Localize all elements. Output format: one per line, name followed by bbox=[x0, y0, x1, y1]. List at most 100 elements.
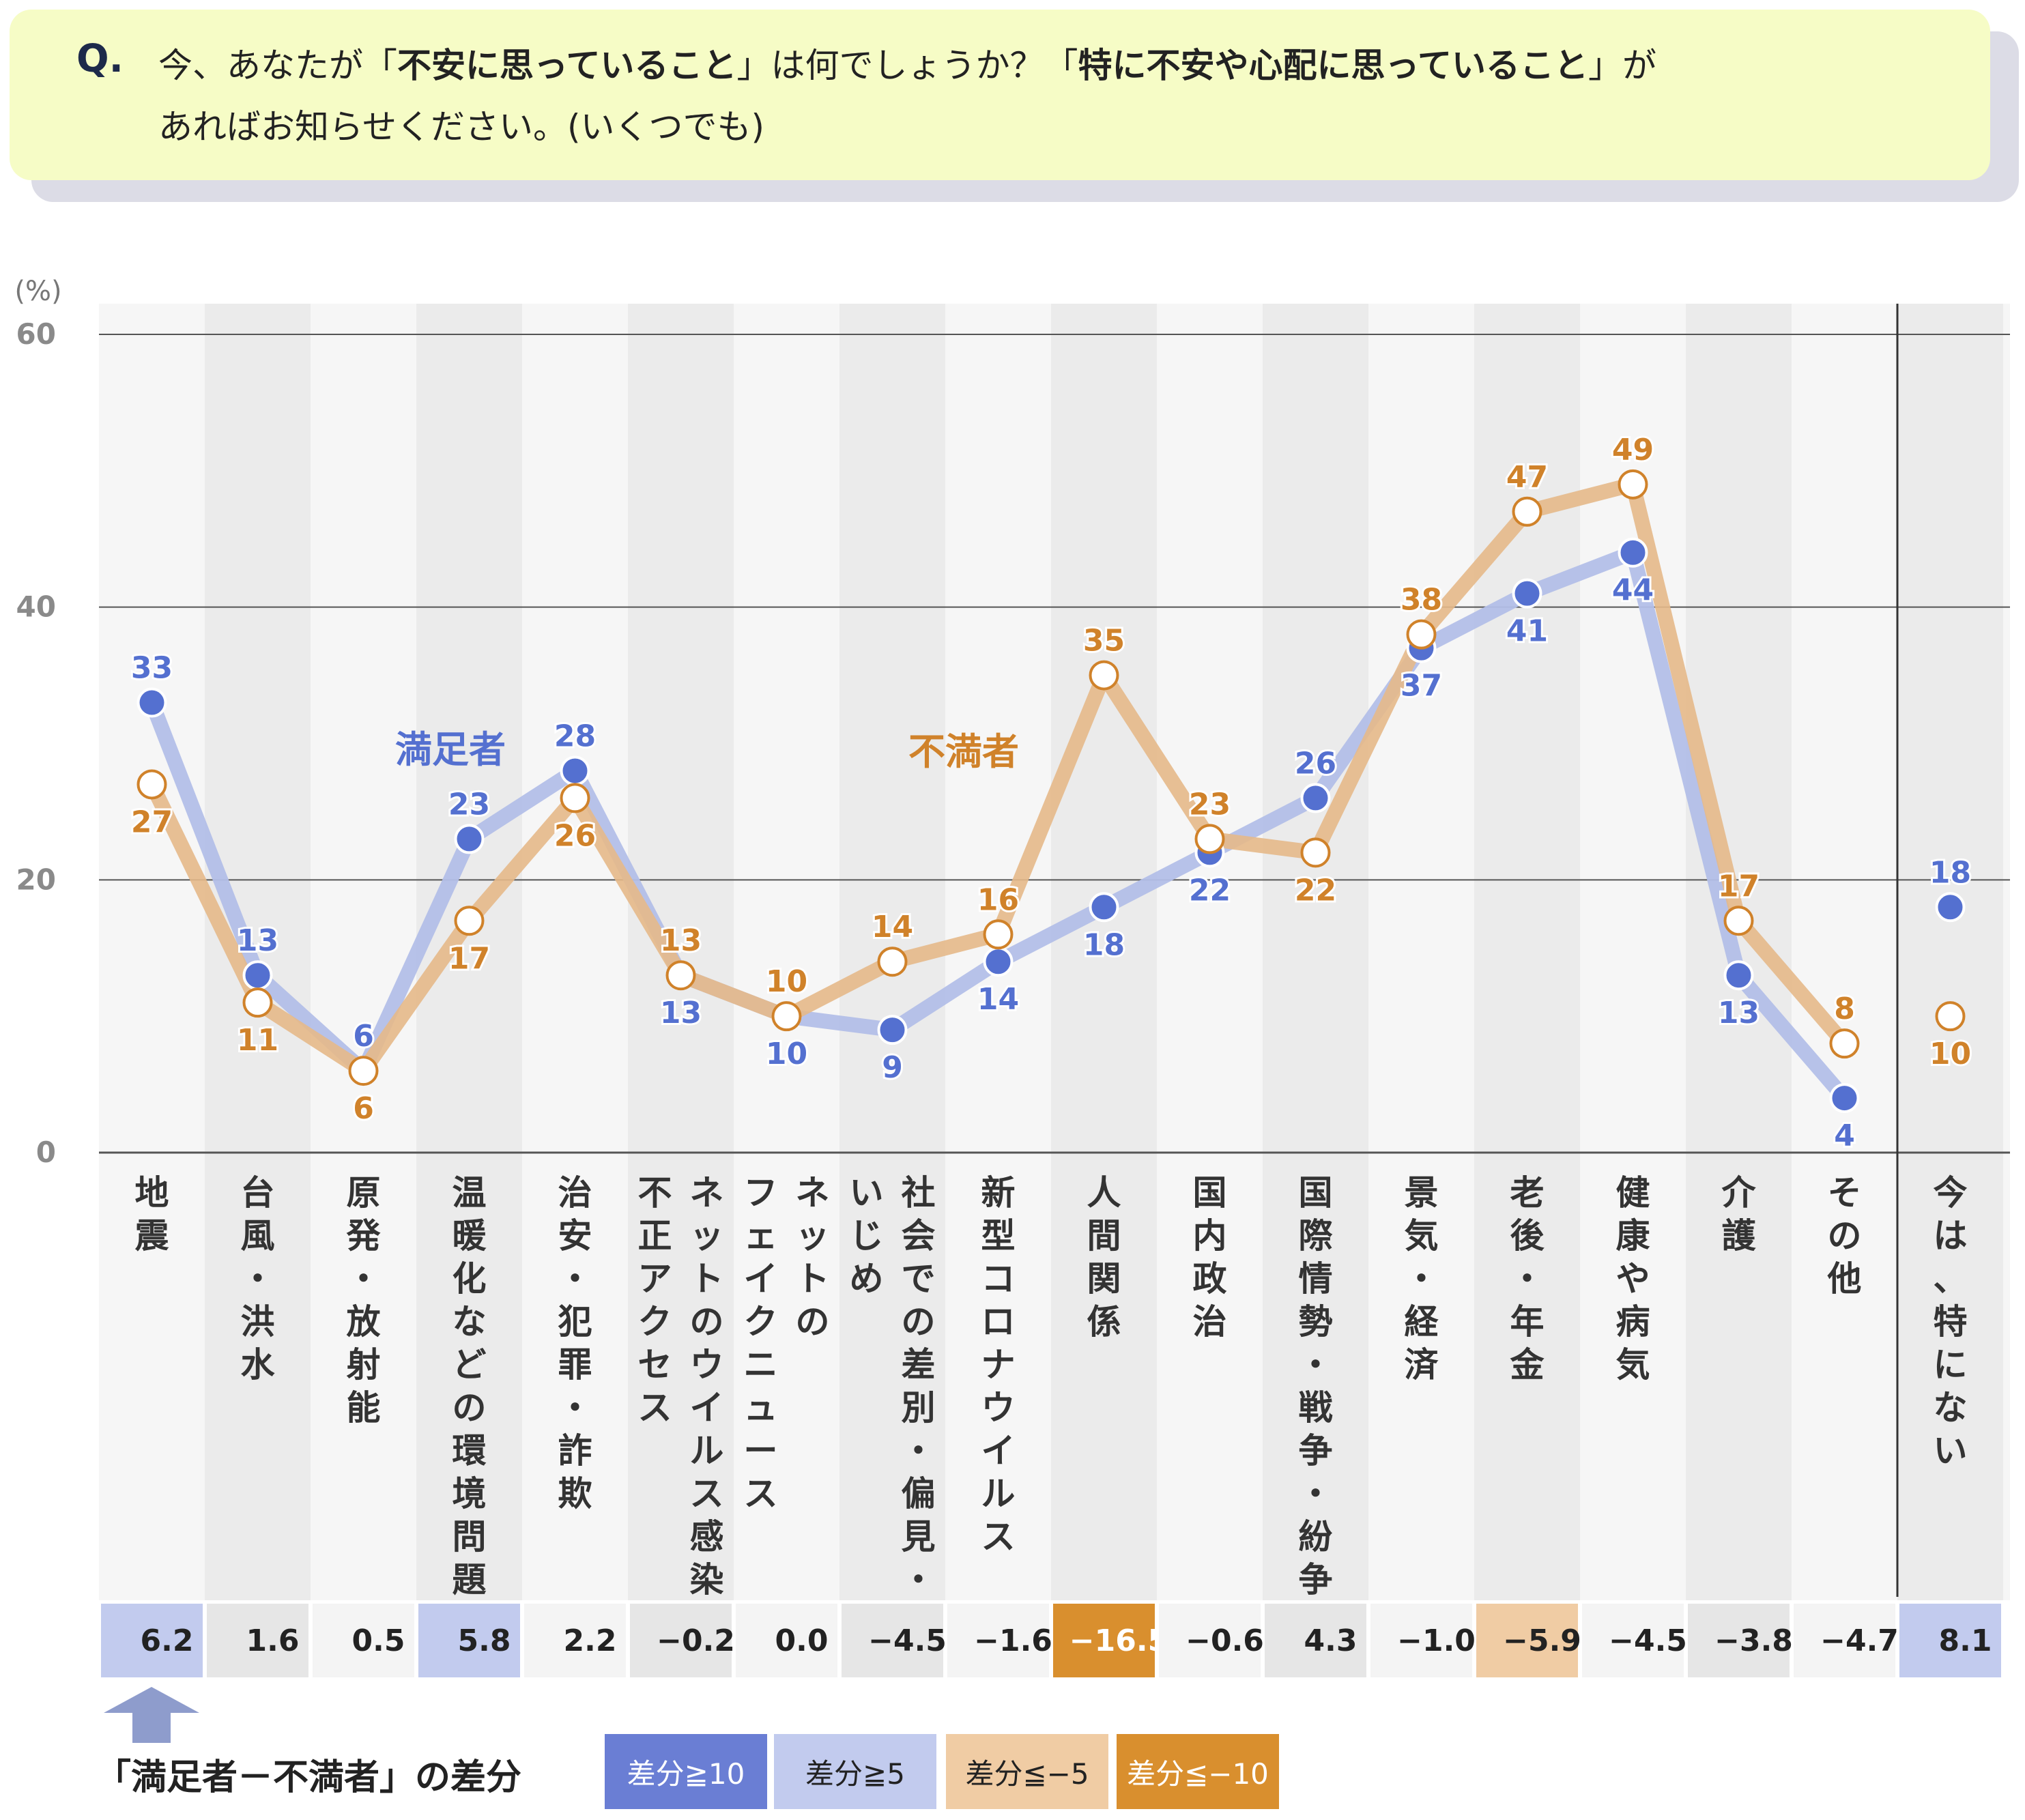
legend-key-le-5: 差分≦−5 bbox=[946, 1734, 1108, 1809]
category-label-char: の bbox=[796, 1302, 830, 1342]
category-label-char: 発 bbox=[347, 1216, 382, 1256]
category-label-char: 紛 bbox=[1299, 1517, 1333, 1557]
data-label: 37 bbox=[1401, 669, 1442, 704]
category-label-char: ・ bbox=[902, 1431, 936, 1471]
category-label-char: 台 bbox=[241, 1173, 275, 1213]
data-label: 13 bbox=[237, 923, 278, 958]
category-label-char: で bbox=[902, 1259, 936, 1299]
point-dissatisfied bbox=[560, 783, 590, 813]
category-label-char: イ bbox=[744, 1259, 778, 1299]
point-satisfied bbox=[242, 960, 273, 991]
category-label-char: 後 bbox=[1510, 1216, 1545, 1256]
category-label-char: 感 bbox=[690, 1517, 724, 1557]
category-label-char: 年 bbox=[1510, 1302, 1545, 1342]
point-dissatisfied bbox=[1300, 837, 1331, 868]
data-label: 9 bbox=[882, 1050, 903, 1085]
difference-value: 5.8 bbox=[458, 1623, 511, 1658]
category-label-char: 原 bbox=[347, 1173, 381, 1213]
category-label-char: じ bbox=[850, 1216, 884, 1256]
category-label-char: 今 bbox=[1934, 1173, 1968, 1213]
point-dissatisfied bbox=[1618, 469, 1648, 500]
category-label-char: イ bbox=[981, 1431, 1016, 1471]
category-label-char: ・ bbox=[241, 1259, 275, 1299]
category-label-char: ネ bbox=[796, 1173, 830, 1213]
data-label: 14 bbox=[872, 910, 913, 944]
difference-cell bbox=[207, 1604, 308, 1677]
column-band bbox=[1580, 304, 1686, 1600]
difference-cell bbox=[1053, 1604, 1155, 1677]
data-label: 23 bbox=[448, 787, 490, 822]
category-label-char: 病 bbox=[1616, 1302, 1650, 1342]
point-dissatisfied bbox=[348, 1056, 379, 1086]
column-band bbox=[522, 304, 628, 1600]
legend-key-le-10: 差分≦−10 bbox=[1117, 1734, 1279, 1809]
category-label-char: ス bbox=[690, 1474, 724, 1514]
column-band bbox=[1368, 304, 1474, 1600]
question-text-a: 今、あなたが「 bbox=[158, 46, 397, 85]
point-dissatisfied bbox=[877, 947, 908, 977]
point-dissatisfied bbox=[137, 769, 167, 800]
point-satisfied bbox=[1723, 960, 1754, 991]
category-label-char: ル bbox=[690, 1431, 724, 1471]
category-label-char: 老 bbox=[1510, 1173, 1545, 1213]
category-label-char: ッ bbox=[690, 1216, 724, 1256]
data-label: 4 bbox=[1834, 1118, 1855, 1153]
category-label-char: ど bbox=[453, 1345, 487, 1385]
data-label: 11 bbox=[237, 1023, 278, 1058]
category-label-char: 新 bbox=[981, 1173, 1016, 1213]
point-satisfied bbox=[877, 1015, 908, 1045]
category-label-char: 気 bbox=[1405, 1216, 1439, 1256]
data-label: 18 bbox=[1929, 855, 1971, 890]
y-tick-label: 60 bbox=[16, 317, 56, 351]
data-label: 13 bbox=[660, 996, 702, 1030]
column-band bbox=[416, 304, 522, 1600]
category-label-char: ス bbox=[981, 1517, 1016, 1557]
data-label: 17 bbox=[448, 941, 490, 976]
category-label-char: 会 bbox=[902, 1216, 936, 1256]
category-label-char: ・ bbox=[1510, 1259, 1545, 1299]
point-dissatisfied bbox=[983, 919, 1014, 950]
category-label-char: 染 bbox=[690, 1560, 724, 1600]
difference-value: 6.2 bbox=[141, 1623, 194, 1658]
difference-value: −0.6 bbox=[1186, 1623, 1264, 1658]
data-label: 33 bbox=[131, 651, 173, 686]
category-label-char: 戦 bbox=[1299, 1388, 1333, 1428]
point-dissatisfied bbox=[1089, 660, 1119, 691]
category-label-char: 治 bbox=[558, 1173, 592, 1213]
column-band bbox=[1157, 304, 1263, 1600]
category-label-char: 国 bbox=[1299, 1173, 1333, 1213]
difference-cell bbox=[1159, 1604, 1261, 1677]
point-dissatisfied bbox=[242, 987, 273, 1018]
category-label-char: ・ bbox=[1299, 1345, 1333, 1385]
point-satisfied bbox=[1512, 578, 1542, 609]
category-label-char: 他 bbox=[1827, 1259, 1862, 1299]
category-label-char: は bbox=[1934, 1216, 1968, 1256]
category-label-char: 経 bbox=[1405, 1302, 1439, 1342]
difference-cell bbox=[1794, 1604, 1895, 1677]
question-box bbox=[10, 10, 1990, 180]
difference-cell bbox=[947, 1604, 1049, 1677]
category-label-char: ス bbox=[638, 1388, 672, 1428]
point-dissatisfied bbox=[1512, 496, 1542, 527]
difference-cell bbox=[1370, 1604, 1472, 1677]
column-band bbox=[628, 304, 734, 1600]
category-label-char: 勢 bbox=[1299, 1302, 1333, 1342]
category-label-char: 治 bbox=[1193, 1302, 1227, 1342]
category-label-char: 能 bbox=[347, 1388, 381, 1428]
category-label-char: 境 bbox=[453, 1474, 487, 1514]
difference-cell bbox=[1582, 1604, 1684, 1677]
category-label-char: に bbox=[1934, 1345, 1968, 1385]
series-name-dissatisfied: 不満者 bbox=[908, 730, 1019, 773]
category-label-char: 安 bbox=[558, 1216, 592, 1256]
point-satisfied bbox=[1618, 537, 1648, 568]
difference-value: 4.3 bbox=[1304, 1623, 1358, 1658]
category-label-char: ・ bbox=[1299, 1474, 1333, 1514]
category-label-char: 差 bbox=[902, 1345, 936, 1385]
data-label: 22 bbox=[1295, 873, 1336, 908]
difference-value: −5.9 bbox=[1503, 1623, 1581, 1658]
column-band bbox=[1897, 304, 2003, 1600]
category-label-char: ト bbox=[690, 1259, 724, 1299]
data-label: 10 bbox=[1929, 1037, 1971, 1071]
difference-value: −3.8 bbox=[1714, 1623, 1793, 1658]
data-label: 27 bbox=[131, 805, 173, 839]
